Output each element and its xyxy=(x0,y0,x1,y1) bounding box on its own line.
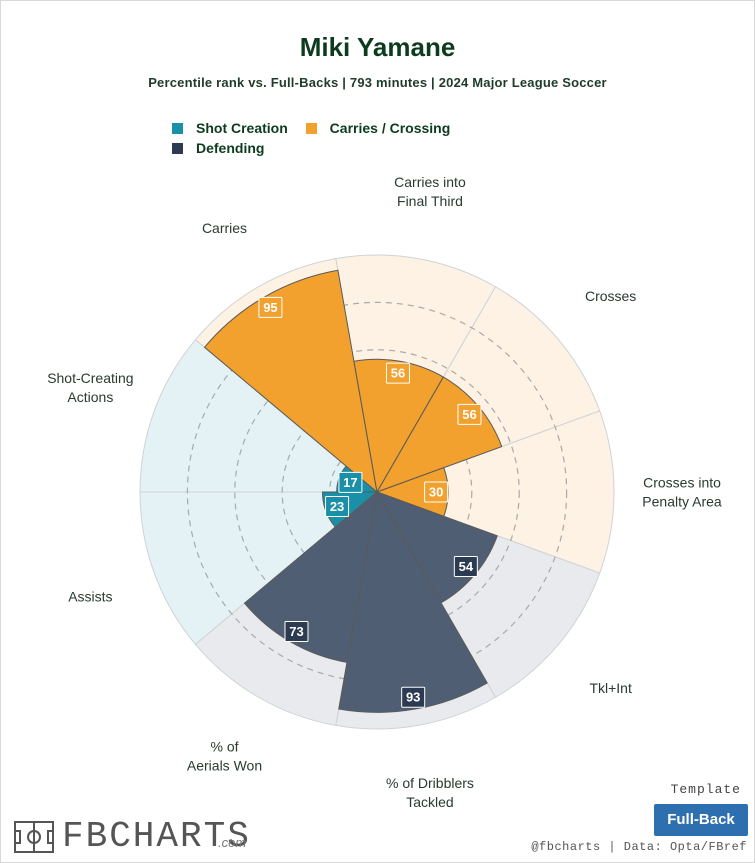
legend-swatch-shot-creation xyxy=(172,123,183,134)
sector-bg-crosses-into-penalty-area xyxy=(375,410,615,574)
value-label-carries-into-final-third: 56 xyxy=(391,366,405,381)
value-box-shot-creating-actions xyxy=(338,471,363,493)
axis-label-carries-into-final-third: Carries into Final Third xyxy=(394,174,466,209)
axis-label-of-aerials-won: % of Aerials Won xyxy=(187,739,262,774)
value-label-of-aerials-won: 73 xyxy=(289,624,303,639)
axis-label-carries: Carries xyxy=(202,220,247,236)
axis-label-assists: Assists xyxy=(68,588,112,604)
value-box-carries-into-final-third xyxy=(385,362,410,384)
value-box-assists xyxy=(325,496,350,518)
pitch-icon xyxy=(14,821,54,853)
logo-suffix: .com xyxy=(218,835,247,850)
value-box-tkl-int xyxy=(453,556,478,578)
value-box-crosses xyxy=(457,403,482,425)
legend-label: Carries / Crossing xyxy=(329,120,451,136)
chart-subtitle: Percentile rank vs. Full-Backs | 793 min… xyxy=(148,75,607,90)
template-badge: Full-Back xyxy=(654,804,748,836)
value-label-crosses: 56 xyxy=(462,407,476,422)
legend-item-shot-creation: Shot Creation xyxy=(172,118,288,138)
value-label-of-dribblers-tackled: 93 xyxy=(406,690,420,705)
axis-label-crosses: Crosses xyxy=(585,288,636,304)
legend-item-defending: Defending xyxy=(172,138,264,158)
legend-item-carries-crossing: Carries / Crossing xyxy=(305,118,451,138)
value-label-shot-creating-actions: 17 xyxy=(343,475,357,490)
value-label-crosses-into-penalty-area: 30 xyxy=(429,485,443,500)
bar-of-dribblers-tackled xyxy=(338,490,488,713)
logo-text: FBCHARTS xyxy=(62,816,251,857)
legend-swatch-defending xyxy=(172,143,183,154)
value-box-carries xyxy=(258,296,283,318)
value-label-carries: 95 xyxy=(263,300,277,315)
data-credit: @fbcharts | Data: Opta/FBref xyxy=(531,840,747,854)
value-label-assists: 23 xyxy=(330,499,344,514)
axis-label-crosses-into-penalty-area: Crosses into Penalty Area xyxy=(642,475,722,510)
axis-label-of-dribblers-tackled: % of Dribblers Tackled xyxy=(386,775,474,810)
template-label: Template xyxy=(670,782,741,797)
axis-label-tkl-int: Tkl+Int xyxy=(589,680,632,696)
bar-carries-into-final-third xyxy=(353,358,445,494)
sector-bg-assists xyxy=(139,491,379,646)
value-box-of-aerials-won xyxy=(284,620,309,642)
legend: Shot Creation Carries / Crossing Defendi… xyxy=(172,118,502,158)
value-label-tkl-int: 54 xyxy=(459,559,474,574)
axis-label-shot-creating-actions: Shot-Creating Actions xyxy=(47,370,133,405)
legend-label: Shot Creation xyxy=(196,120,288,136)
legend-swatch-carries-crossing xyxy=(305,123,317,134)
value-box-of-dribblers-tackled xyxy=(401,686,426,708)
sector-bg-shot-creating-actions xyxy=(139,338,379,493)
value-box-crosses-into-penalty-area xyxy=(424,481,449,503)
legend-label: Defending xyxy=(196,140,265,156)
chart-title: Miki Yamane xyxy=(299,32,456,62)
